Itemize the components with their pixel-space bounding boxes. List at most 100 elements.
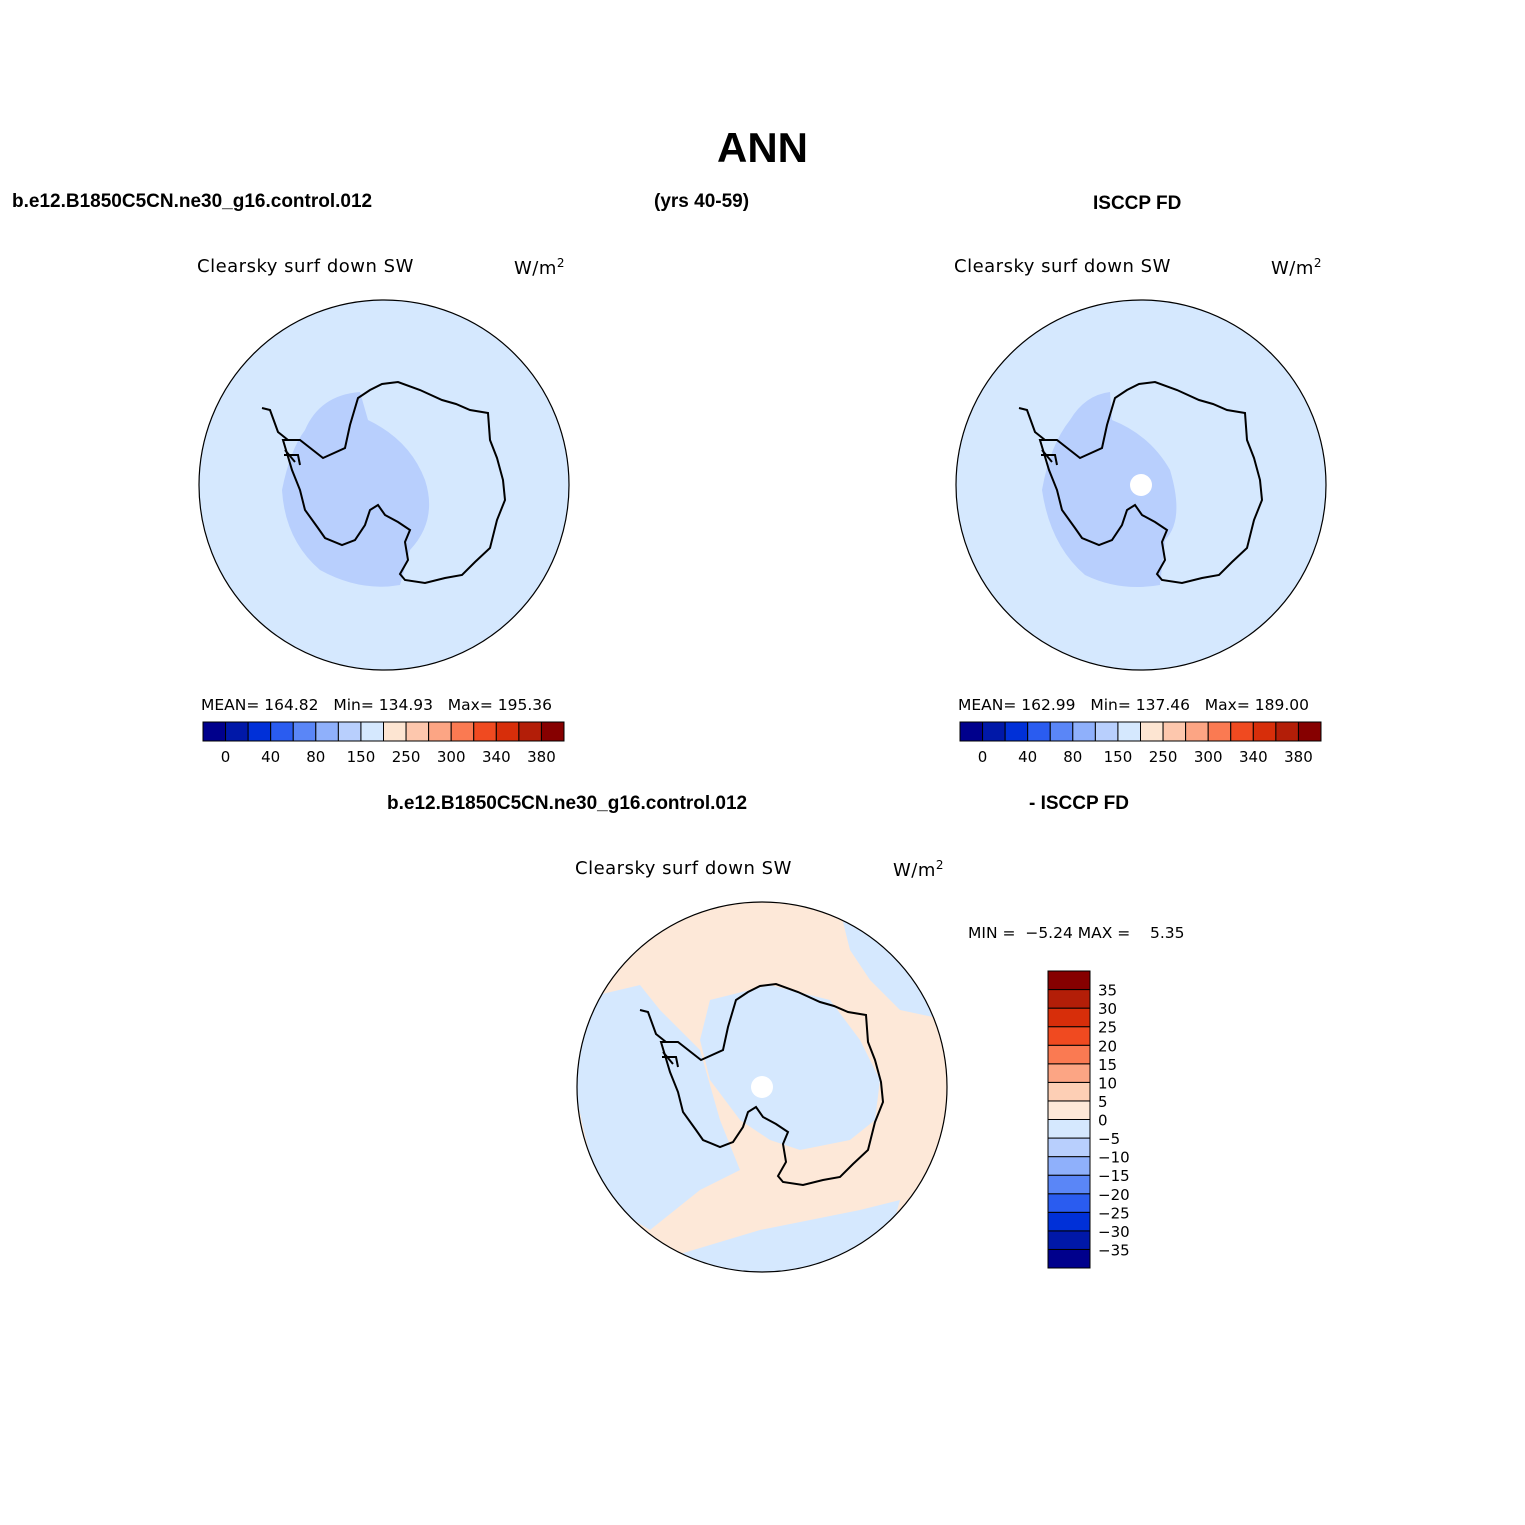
years-label: (yrs 40-59): [654, 191, 750, 212]
model-colorbar: 0 40 80 150 250 300 340 380: [202, 721, 565, 766]
diff-colorbar-box: [1047, 1211, 1091, 1232]
obs-colorbar-box: [1230, 721, 1254, 742]
model-map-border: [198, 299, 570, 671]
model-antarctica-coastline: [281, 380, 507, 585]
diff-colorbar-tick-label: −35: [1098, 1241, 1130, 1259]
model-colorbar-box: [247, 721, 272, 742]
diff-map-border: [576, 901, 948, 1273]
model-colorbar-box: [405, 721, 430, 742]
diff-colorbar-box: [1047, 1156, 1091, 1176]
page-title: ANN: [717, 124, 808, 171]
model-units: W/m2: [514, 256, 566, 279]
diff-negative-region-east: [840, 910, 947, 1020]
obs-colorbar-tick-label: 340: [1239, 748, 1268, 766]
diff-colorbar-box: [1047, 1119, 1091, 1139]
diff-missing-pole: [751, 1076, 773, 1098]
diff-negative-region-center: [700, 985, 880, 1150]
obs-missing-pole: [1130, 474, 1152, 496]
diff-colorbar-tick-label: 0: [1098, 1112, 1108, 1130]
diff-negative-region-south: [660, 1200, 900, 1272]
model-colorbar-tick-label: 380: [527, 748, 556, 766]
model-colorbar-tick-label: 150: [347, 748, 376, 766]
obs-colorbar-box: [1004, 721, 1029, 742]
diff-colorbar-box: [1047, 1044, 1091, 1065]
diff-colorbar-box: [1047, 989, 1091, 1009]
obs-colorbar-box: [1252, 721, 1277, 742]
model-colorbar-box: [202, 721, 227, 742]
diff-colorbar-box: [1047, 970, 1091, 991]
diff-stats: MIN = −5.24 MAX = 5.35: [968, 924, 1185, 942]
diff-negative-region-west: [577, 985, 740, 1230]
model-colorbar-box: [428, 721, 452, 742]
obs-colorbar-tick-label: 0: [978, 748, 988, 766]
diff-polar-map: [576, 901, 948, 1273]
model-low-region: [282, 392, 430, 587]
obs-colorbar-box: [1297, 721, 1322, 742]
model-colorbar-box: [225, 721, 249, 742]
model-colorbar-box: [495, 721, 520, 742]
diff-obs-name-label: - ISCCP FD: [1029, 793, 1129, 814]
model-colorbar-tick-label: 300: [437, 748, 466, 766]
diff-colorbar-tick-label: −10: [1098, 1149, 1130, 1167]
diff-colorbar-tick-label: −5: [1098, 1130, 1120, 1148]
obs-antarctic-peninsula: [1018, 407, 1058, 466]
obs-colorbar-box: [1162, 721, 1187, 742]
diff-colorbar-box: [1047, 1100, 1091, 1120]
diff-colorbar-box: [1047, 1193, 1091, 1213]
obs-colorbar-box: [1275, 721, 1299, 742]
obs-colorbar-tick-label: 40: [1018, 748, 1037, 766]
diff-colorbar-tick-label: 25: [1098, 1019, 1117, 1037]
diff-colorbar-tick-label: 35: [1098, 982, 1117, 1000]
diff-colorbar-box: [1047, 1007, 1091, 1028]
obs-colorbar-box: [959, 721, 984, 742]
diff-colorbar-box: [1047, 1026, 1091, 1046]
model-colorbar-box: [473, 721, 497, 742]
obs-name-label: ISCCP FD: [1093, 193, 1182, 214]
model-colorbar-tick-label: 250: [392, 748, 421, 766]
diff-case-name-label: b.e12.B1850C5CN.ne30_g16.control.012: [387, 793, 748, 814]
model-colorbar-tick-label: 80: [306, 748, 325, 766]
diff-colorbar-box: [1047, 1174, 1091, 1195]
obs-colorbar-box: [1072, 721, 1096, 742]
diff-colorbar-box: [1047, 1081, 1091, 1102]
model-colorbar-tick-label: 340: [482, 748, 511, 766]
diff-colorbar-box: [1047, 1137, 1091, 1158]
diff-colorbar-tick-label: 10: [1098, 1074, 1117, 1092]
obs-colorbar-box: [1140, 721, 1164, 742]
obs-colorbar-box: [1049, 721, 1074, 742]
case-name-label: b.e12.B1850C5CN.ne30_g16.control.012: [12, 191, 373, 212]
diff-colorbar-tick-label: −30: [1098, 1223, 1130, 1241]
model-colorbar-box: [450, 721, 475, 742]
obs-colorbar-tick-label: 150: [1104, 748, 1133, 766]
diff-colorbar-tick-label: 30: [1098, 1000, 1117, 1018]
obs-colorbar-tick-label: 300: [1194, 748, 1223, 766]
diff-colorbar-tick-label: −25: [1098, 1204, 1130, 1222]
diff-colorbar-box: [1047, 1248, 1091, 1269]
model-plot-title: Clearsky surf down SW: [197, 256, 414, 277]
obs-colorbar: 0 40 80 150 250 300 340 380: [959, 721, 1322, 766]
diff-antarctica-coastline: [659, 982, 885, 1187]
model-colorbar-box: [270, 721, 294, 742]
obs-colorbar-box: [1027, 721, 1051, 742]
diff-plot-title: Clearsky surf down SW: [575, 858, 792, 879]
obs-colorbar-box: [1094, 721, 1119, 742]
model-colorbar-box: [540, 721, 565, 742]
obs-colorbar-box: [1185, 721, 1209, 742]
obs-polar-map: [955, 299, 1327, 671]
model-stats: MEAN= 164.82 Min= 134.93 Max= 195.36: [201, 696, 553, 714]
obs-colorbar-tick-label: 380: [1284, 748, 1313, 766]
diff-colorbar-tick-label: −20: [1098, 1186, 1130, 1204]
diff-units: W/m2: [893, 858, 945, 881]
obs-stats: MEAN= 162.99 Min= 137.46 Max= 189.00: [958, 696, 1310, 714]
diff-antarctic-peninsula: [639, 1009, 679, 1068]
model-colorbar-box: [292, 721, 317, 742]
model-colorbar-box: [315, 721, 339, 742]
diff-colorbar-tick-label: 20: [1098, 1037, 1117, 1055]
model-polar-map: [198, 299, 570, 671]
diff-colorbar-tick-label: 15: [1098, 1056, 1117, 1074]
obs-antarctica-coastline: [1038, 380, 1264, 585]
model-colorbar-box: [518, 721, 542, 742]
obs-colorbar-box: [1207, 721, 1232, 742]
